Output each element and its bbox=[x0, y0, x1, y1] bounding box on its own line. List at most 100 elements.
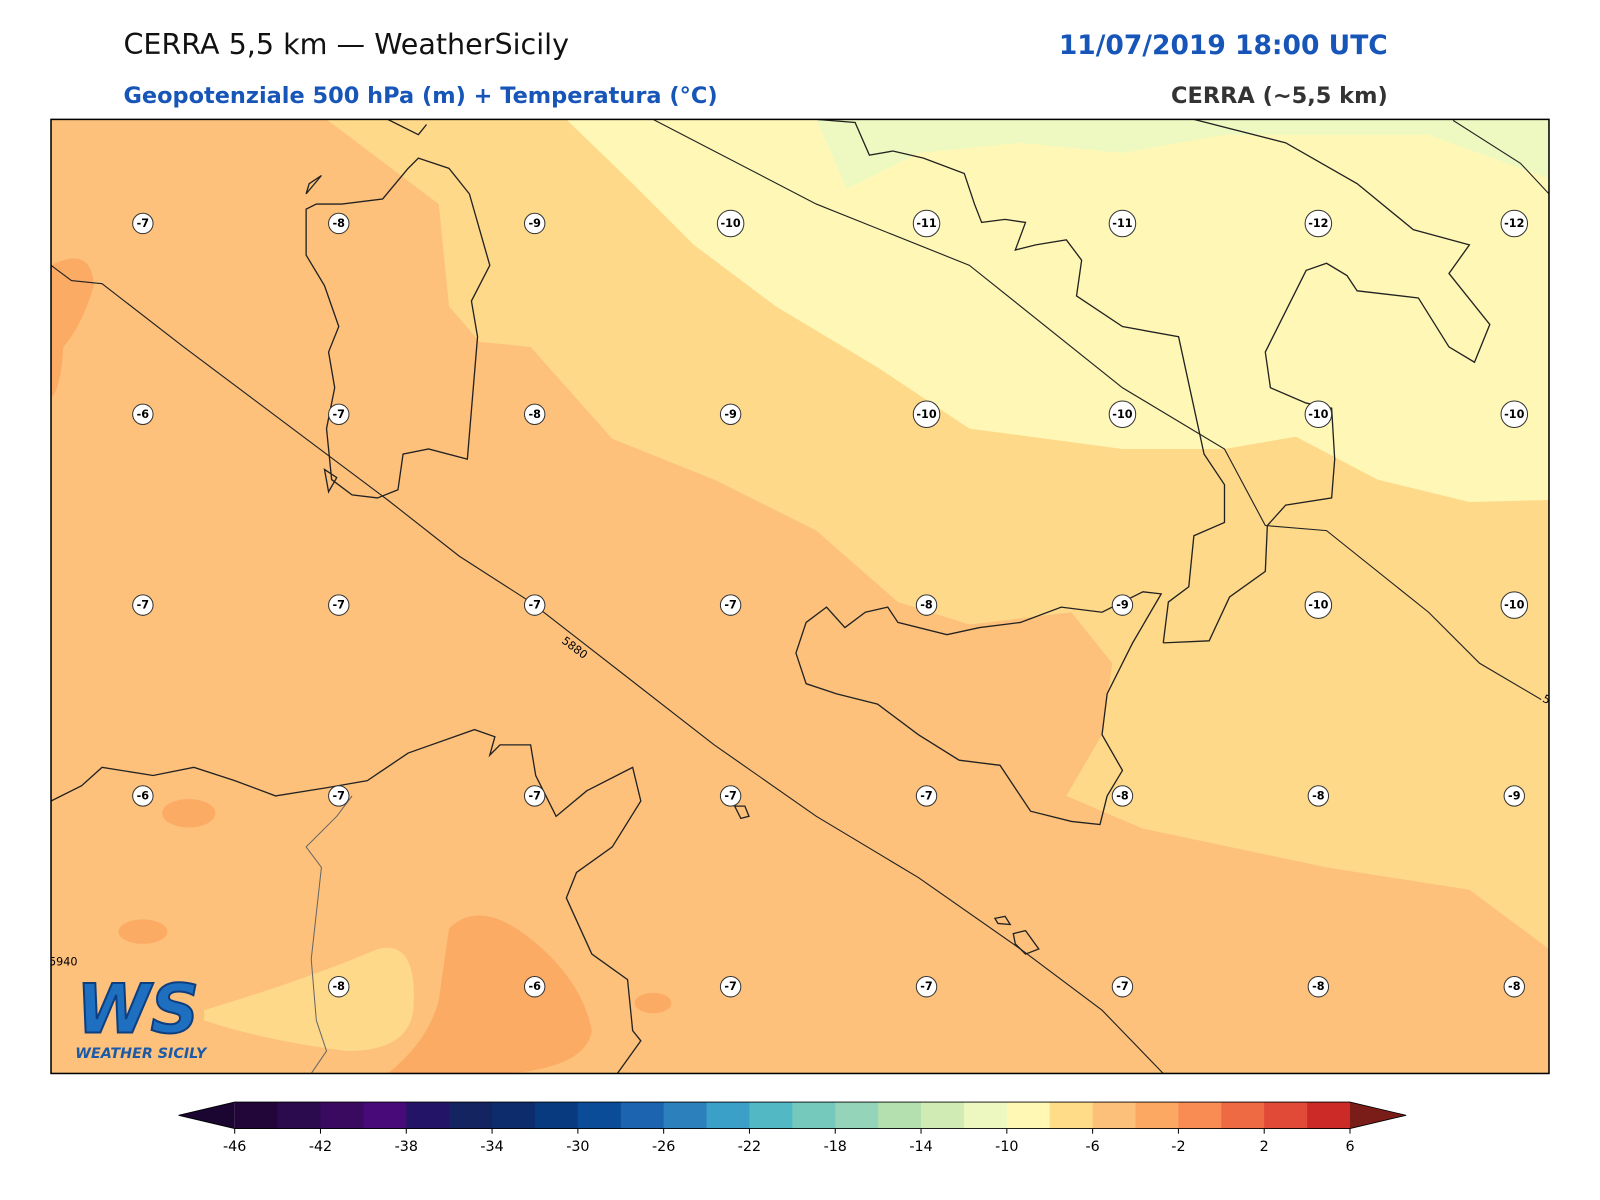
temperature-marker bbox=[719, 594, 742, 616]
field-pale bbox=[566, 119, 1549, 503]
temperature-marker bbox=[328, 976, 350, 998]
temperature-label: -7 bbox=[137, 217, 149, 230]
isohypse bbox=[51, 264, 1164, 1074]
colorbar-segment bbox=[277, 1102, 321, 1129]
logo-mark: WS bbox=[76, 970, 199, 1049]
colorbar-tick-label: 2 bbox=[1260, 1139, 1269, 1155]
temperature-marker bbox=[328, 594, 350, 616]
colorbar-segment bbox=[663, 1102, 708, 1129]
colorbar-tick-label: -10 bbox=[995, 1139, 1018, 1155]
temperature-marker bbox=[915, 976, 938, 998]
temperature-label: -8 bbox=[1116, 789, 1129, 802]
temperature-label: -12 bbox=[1504, 217, 1524, 230]
contour-label: 5940 bbox=[49, 956, 78, 969]
border bbox=[305, 795, 353, 1074]
temperature-marker bbox=[1111, 976, 1134, 998]
temperature-marker bbox=[1503, 785, 1525, 807]
coastline-corsica bbox=[387, 119, 428, 136]
colorbar-segment bbox=[1264, 1102, 1308, 1129]
colorbar-segment bbox=[234, 1102, 279, 1129]
colorbar-segment bbox=[1006, 1102, 1051, 1129]
temperature-label: -8 bbox=[333, 217, 346, 230]
colorbar-segment bbox=[1221, 1102, 1265, 1129]
temperature-label: -7 bbox=[724, 599, 736, 612]
colorbar-tick-label: 6 bbox=[1345, 1139, 1354, 1155]
temperature-marker bbox=[1108, 400, 1137, 429]
temperature-marker bbox=[915, 785, 938, 807]
temperature-marker bbox=[523, 976, 546, 998]
colorbar-segment bbox=[921, 1102, 965, 1129]
temperature-label: -10 bbox=[1504, 408, 1524, 421]
temperature-label: -10 bbox=[916, 408, 936, 421]
contour-label: 5880 bbox=[1540, 692, 1571, 716]
subtitle: Geopotenziale 500 hPa (m) + Temperatura … bbox=[123, 83, 717, 109]
temperature-marker bbox=[915, 594, 938, 616]
temperature-marker bbox=[328, 403, 350, 425]
colorbar-segment bbox=[1135, 1102, 1179, 1129]
temperature-label: -8 bbox=[1508, 980, 1521, 993]
coastline-africa bbox=[51, 728, 642, 1074]
temperature-label: -7 bbox=[528, 599, 540, 612]
temperature-label: -7 bbox=[333, 408, 345, 421]
temperature-marker bbox=[1500, 209, 1529, 238]
temperature-label: -10 bbox=[1504, 599, 1524, 612]
temperature-label: -7 bbox=[1116, 980, 1128, 993]
temperature-label: -10 bbox=[1308, 408, 1328, 421]
colorbar-tick-label: -46 bbox=[223, 1139, 246, 1155]
coastline-calabria bbox=[816, 119, 1491, 644]
temperature-marker bbox=[1108, 209, 1137, 238]
isohypse bbox=[652, 119, 1549, 705]
temperature-label: -7 bbox=[724, 789, 736, 802]
temperature-marker bbox=[1111, 785, 1134, 807]
temperature-marker bbox=[523, 785, 546, 807]
title: CERRA 5,5 km — WeatherSicily bbox=[123, 27, 569, 61]
logo-name: WEATHER SICILY bbox=[75, 1046, 208, 1062]
temperature-label: -8 bbox=[1312, 789, 1325, 802]
coastline-sardinia bbox=[305, 157, 491, 499]
colorbar-segment bbox=[835, 1102, 879, 1129]
temperature-marker bbox=[328, 212, 350, 235]
colorbar-tick-label: -30 bbox=[566, 1139, 589, 1155]
colorbar-segment bbox=[878, 1102, 922, 1129]
temperature-label: -9 bbox=[528, 217, 541, 230]
temperature-label: -12 bbox=[1308, 217, 1328, 230]
colorbar-segment bbox=[492, 1102, 536, 1129]
temperature-marker bbox=[1307, 785, 1330, 807]
temperature-label: -11 bbox=[916, 217, 936, 230]
colorbar-segment bbox=[963, 1102, 1008, 1129]
temperature-label: -8 bbox=[920, 599, 933, 612]
temperature-label: -7 bbox=[333, 599, 345, 612]
temperature-label: -10 bbox=[1112, 408, 1132, 421]
field-warm bbox=[634, 992, 672, 1014]
temperature-marker bbox=[1500, 591, 1529, 619]
temperature-marker bbox=[1307, 976, 1330, 998]
temperature-label: -7 bbox=[137, 599, 149, 612]
colorbar-segment bbox=[1307, 1102, 1351, 1129]
temperature-marker bbox=[719, 976, 742, 998]
model: CERRA (~5,5 km) bbox=[1171, 83, 1388, 109]
field-warm bbox=[162, 798, 216, 828]
colorbar-segment bbox=[534, 1102, 579, 1129]
colorbar-segment bbox=[1049, 1102, 1094, 1129]
temperature-marker bbox=[1503, 976, 1525, 998]
logo: WS WEATHER SICILY bbox=[75, 969, 208, 1063]
temperature-marker bbox=[132, 785, 154, 807]
colorbar-segment bbox=[577, 1102, 622, 1129]
temperature-label: -10 bbox=[720, 217, 740, 230]
colorbar-segment bbox=[1092, 1102, 1137, 1129]
field-warm bbox=[51, 258, 94, 398]
temperature-marker bbox=[719, 785, 742, 807]
isohypse bbox=[1452, 119, 1549, 195]
temperature-marker bbox=[1304, 400, 1333, 429]
temperature-marker bbox=[912, 209, 941, 238]
temperature-label: -9 bbox=[1508, 789, 1521, 802]
colorbar-over bbox=[1350, 1102, 1407, 1129]
colorbar-segment bbox=[749, 1102, 793, 1129]
temperature-label: -8 bbox=[333, 980, 346, 993]
temperature-marker bbox=[132, 403, 154, 425]
temperature-label: -7 bbox=[920, 789, 932, 802]
colorbar-tick-label: -6 bbox=[1086, 1139, 1100, 1155]
temperature-label: -10 bbox=[1308, 599, 1328, 612]
colorbar-tick-label: -42 bbox=[309, 1139, 332, 1155]
